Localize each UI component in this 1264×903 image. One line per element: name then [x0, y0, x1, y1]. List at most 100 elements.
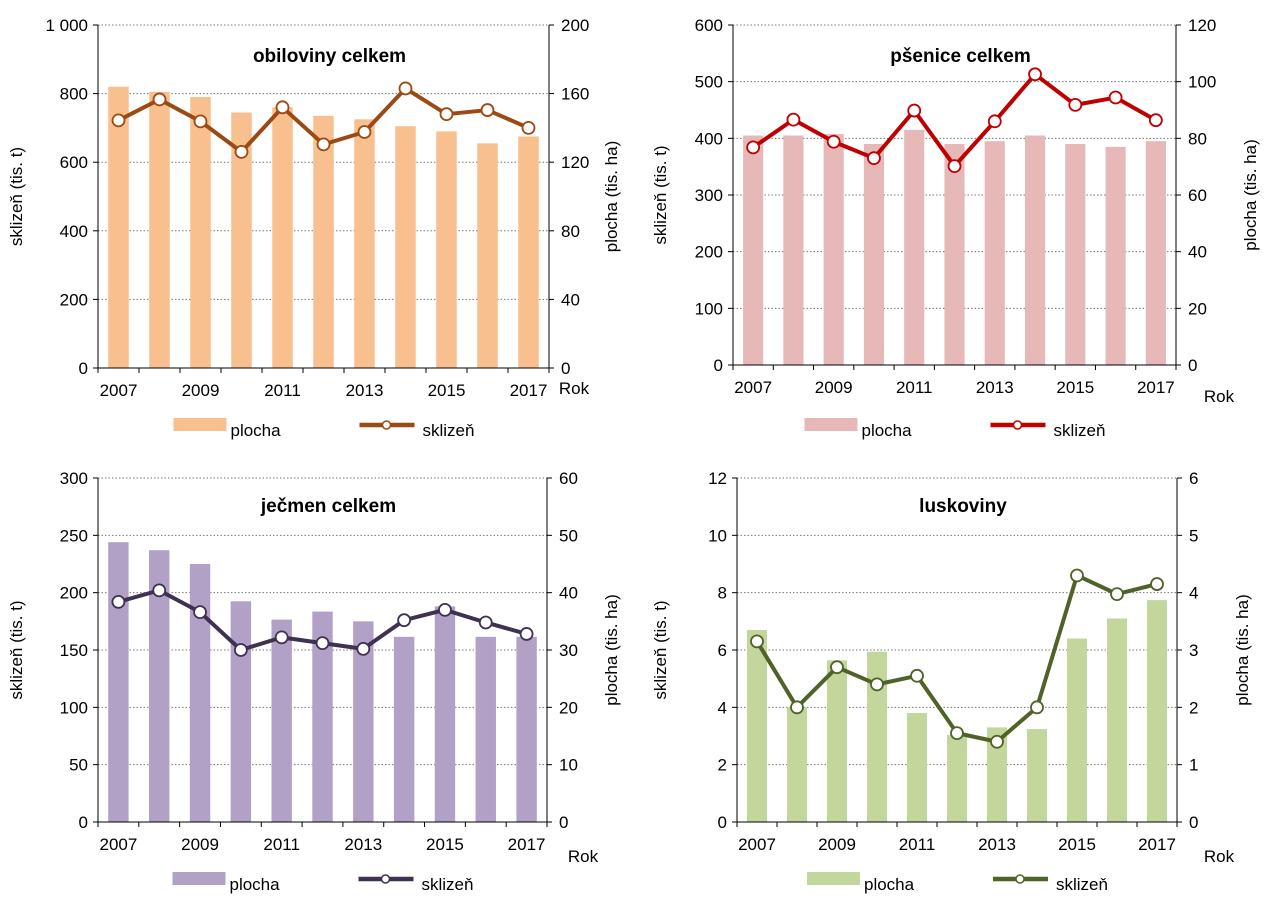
point-sklizen — [987, 114, 1002, 129]
legend-marker-sklizen — [1015, 874, 1025, 884]
point-sklizen — [826, 134, 841, 149]
point-sklizen — [438, 602, 452, 617]
point-sklizen — [950, 726, 964, 741]
point-sklizen — [1030, 700, 1044, 715]
bar-plocha — [231, 112, 252, 368]
right-tick-label: 4 — [1189, 584, 1198, 603]
left-tick-label: 250 — [60, 526, 88, 545]
bar-plocha — [272, 107, 293, 368]
left-tick-label: 400 — [60, 222, 88, 241]
x-tick-label: 2017 — [1138, 835, 1176, 854]
right-tick-label: 1 — [1189, 756, 1198, 775]
x-tick-label: 2007 — [734, 378, 772, 397]
x-tick-label: 2009 — [818, 835, 856, 854]
left-tick-label: 0 — [79, 359, 88, 378]
bar-plocha — [747, 629, 767, 822]
x-tick-label: 2009 — [815, 378, 853, 397]
left-tick-label: 300 — [60, 469, 88, 488]
bar-plocha — [787, 707, 807, 822]
bar-plocha — [1024, 135, 1046, 365]
right-tick-label: 40 — [561, 290, 580, 309]
point-sklizen — [233, 643, 248, 657]
x-tick-label: 2013 — [978, 835, 1016, 854]
point-sklizen — [478, 615, 493, 630]
x-tick-label: 2013 — [976, 378, 1014, 397]
y-axis-label-right: plocha (tis. ha) — [602, 141, 621, 253]
point-sklizen — [111, 594, 126, 609]
right-tick-label: 10 — [559, 756, 578, 775]
right-tick-label: 6 — [1189, 469, 1198, 488]
legend-swatch-plocha — [807, 872, 860, 885]
legend-label-plocha: plocha — [862, 421, 913, 440]
left-tick-label: 0 — [718, 813, 727, 832]
point-sklizen — [275, 100, 290, 115]
right-tick-label: 60 — [559, 469, 578, 488]
legend: plocha sklizeň — [804, 418, 1105, 440]
point-sklizen — [480, 103, 495, 117]
point-sklizen — [990, 734, 1004, 749]
point-sklizen — [1108, 90, 1123, 105]
bar-plocha — [395, 126, 416, 368]
chart-title: ječmen celkem — [260, 496, 396, 517]
point-sklizen — [356, 641, 371, 656]
legend-marker-sklizen — [1012, 420, 1023, 430]
point-sklizen — [1148, 113, 1163, 128]
right-tick-label: 20 — [1188, 299, 1207, 318]
bar-plocha — [1107, 618, 1127, 822]
x-tick-label: 2007 — [100, 381, 138, 400]
right-tick-label: 50 — [559, 526, 578, 545]
x-tick-label: 2011 — [896, 378, 933, 397]
left-tick-label: 4 — [718, 698, 727, 717]
point-sklizen — [746, 140, 761, 155]
bar-plocha — [149, 91, 170, 368]
left-tick-label: 500 — [695, 73, 723, 92]
point-sklizen — [1150, 577, 1164, 591]
bar-plocha — [189, 564, 211, 822]
bar-plocha — [944, 144, 965, 365]
right-tick-label: 120 — [561, 153, 589, 172]
left-tick-label: 300 — [695, 186, 723, 205]
point-sklizen — [867, 151, 881, 166]
left-tick-label: 100 — [695, 299, 723, 318]
line-sklizen — [755, 573, 1158, 744]
chart-1: 0 200 400 600 800 1 000 0 40 80 120 160 200 2007 2009… — [7, 16, 621, 440]
left-tick-label: 100 — [60, 698, 88, 717]
right-tick-label: 0 — [561, 359, 570, 378]
x-tick-label: 2015 — [428, 381, 466, 400]
left-tick-label: 2 — [718, 756, 727, 775]
x-tick-label: 2007 — [99, 835, 137, 854]
right-tick-label: 3 — [1189, 641, 1198, 660]
bar-plocha — [149, 550, 170, 822]
point-sklizen — [750, 634, 764, 649]
y-axis-label-left: sklizeň (tis. t) — [651, 600, 670, 699]
left-tick-label: 8 — [718, 584, 727, 603]
point-sklizen — [397, 613, 412, 628]
bar-plocha — [823, 134, 844, 365]
right-tick-label: 100 — [1188, 73, 1216, 92]
bar-plocha — [516, 636, 537, 822]
bar-plocha — [271, 619, 292, 822]
bar-plocha — [904, 129, 925, 365]
point-sklizen — [786, 112, 801, 127]
point-sklizen — [1028, 67, 1042, 82]
bar-plocha — [1067, 638, 1087, 822]
x-tick-label: 2009 — [181, 835, 219, 854]
point-sklizen — [1068, 98, 1083, 112]
chart-title: luskoviny — [919, 496, 1007, 517]
x-tick-label: 2015 — [1056, 378, 1094, 397]
right-tick-label: 2 — [1189, 698, 1198, 717]
point-sklizen — [234, 145, 249, 159]
point-sklizen — [274, 630, 289, 645]
point-sklizen — [521, 121, 536, 135]
point-sklizen — [111, 113, 126, 128]
left-tick-label: 200 — [60, 584, 88, 603]
bar-plocha — [108, 542, 129, 822]
bar-plocha — [984, 141, 1005, 365]
left-tick-label: 0 — [79, 813, 88, 832]
right-tick-label: 200 — [561, 16, 589, 35]
point-sklizen — [870, 677, 884, 692]
x-tick-label: 2007 — [738, 835, 776, 854]
legend: plocha sklizeň — [173, 418, 474, 440]
left-tick-label: 800 — [60, 85, 88, 104]
legend-label-plocha: plocha — [230, 875, 281, 894]
